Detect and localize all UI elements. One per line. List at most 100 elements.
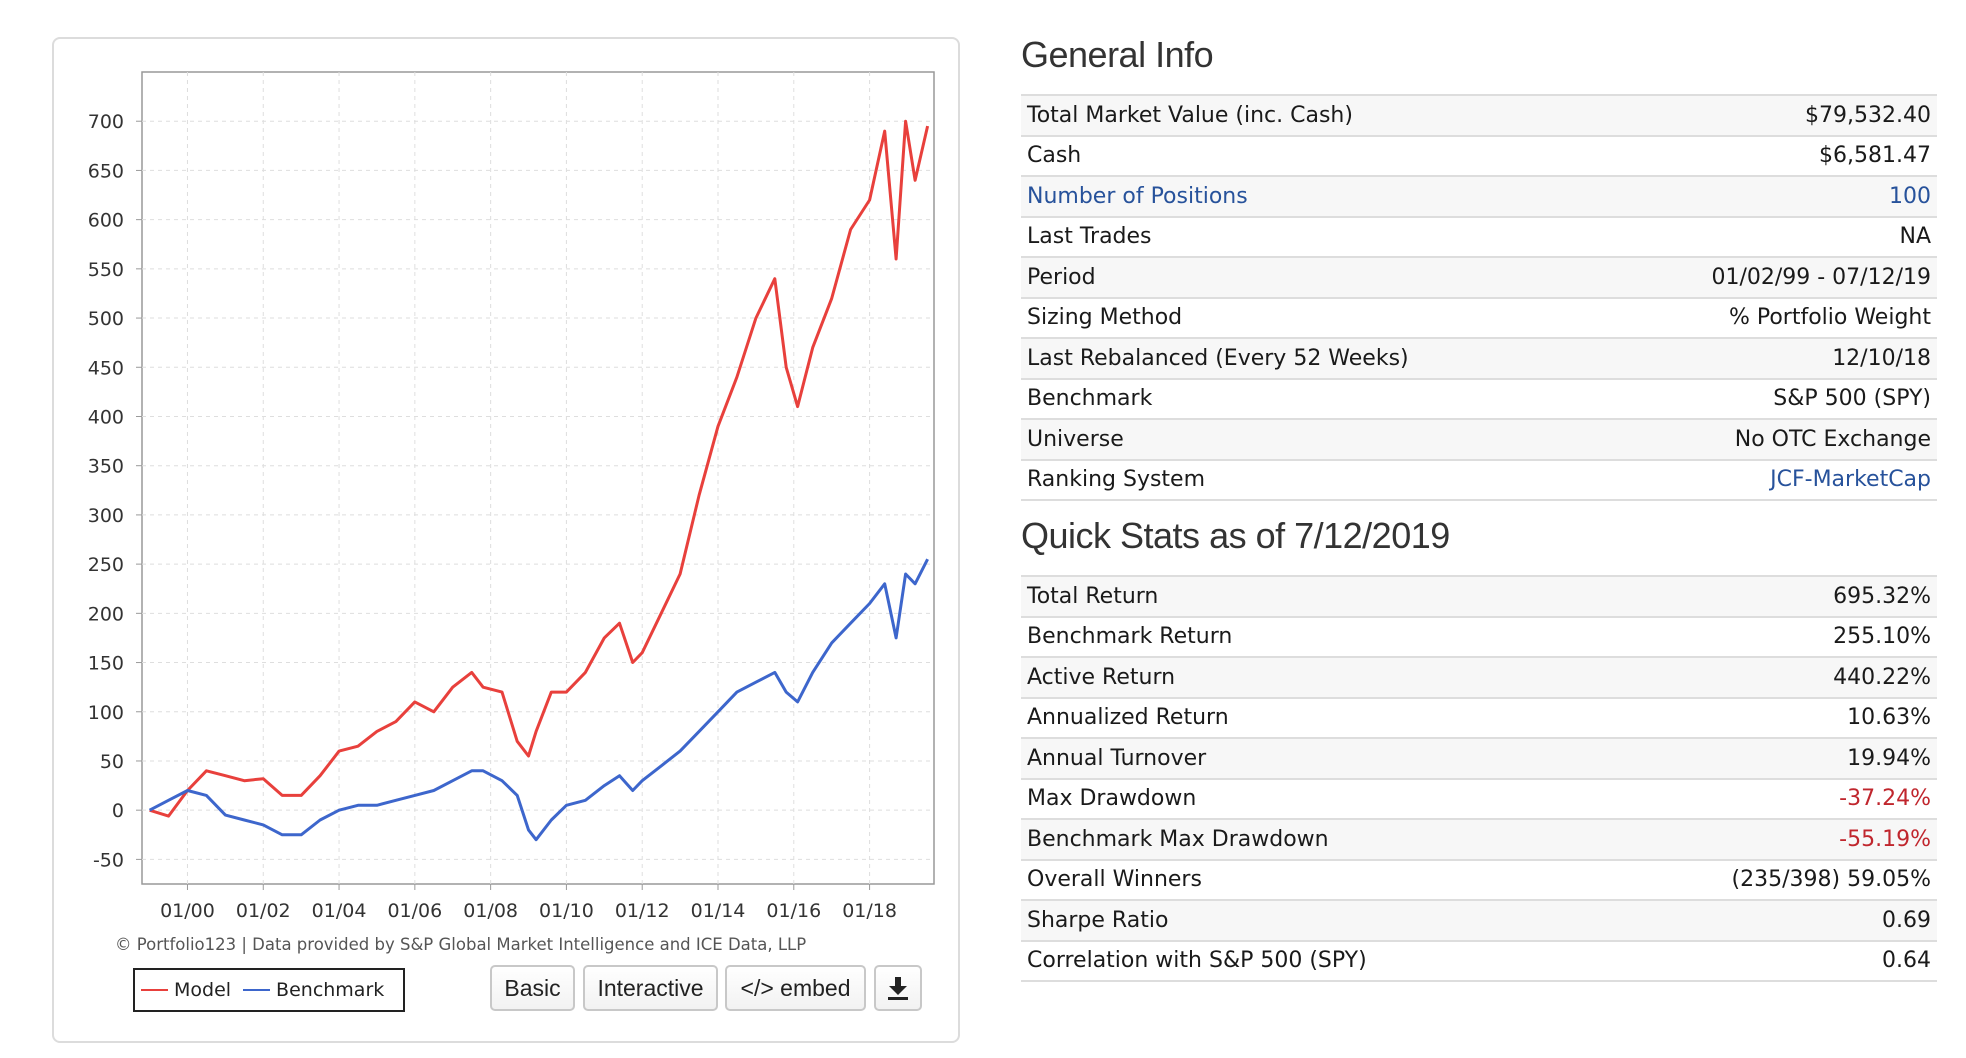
ranking-system-link[interactable]: JCF-MarketCap	[1770, 467, 1931, 493]
row-value: 440.22%	[1833, 664, 1931, 690]
legend-item-model[interactable]: Model	[141, 979, 231, 1001]
chart-legend: Model Benchmark	[133, 968, 405, 1012]
plot-area	[141, 71, 935, 885]
row-label: Total Return	[1027, 583, 1159, 609]
row-label: Universe	[1027, 426, 1124, 452]
x-tick-label: 01/10	[539, 900, 594, 922]
chart-credit: © Portfolio123 | Data provided by S&P Gl…	[115, 935, 806, 954]
info-row-total-market-value: Total Market Value (inc. Cash) $79,532.40	[1021, 96, 1937, 137]
legend-benchmark-label: Benchmark	[276, 979, 385, 1001]
row-value: NA	[1899, 224, 1931, 250]
row-value: No OTC Exchange	[1734, 426, 1931, 452]
stat-row-annual-turnover: Annual Turnover 19.94%	[1021, 739, 1937, 780]
row-value: $79,532.40	[1805, 102, 1931, 128]
row-value-negative: -37.24%	[1839, 786, 1931, 812]
row-value: 19.94%	[1847, 745, 1931, 771]
benchmark-line-swatch	[243, 989, 271, 991]
stat-row-benchmark-max-drawdown: Benchmark Max Drawdown -55.19%	[1021, 820, 1937, 861]
info-row-ranking-system: Ranking System JCF-MarketCap	[1021, 460, 1937, 501]
row-value-negative: -55.19%	[1839, 826, 1931, 852]
download-button[interactable]	[874, 965, 922, 1011]
interactive-button[interactable]: Interactive	[583, 965, 718, 1011]
info-row-number-of-positions: Number of Positions 100	[1021, 177, 1937, 218]
stat-row-benchmark-return: Benchmark Return 255.10%	[1021, 617, 1937, 658]
row-label: Last Trades	[1027, 224, 1152, 250]
row-label: Sizing Method	[1027, 305, 1183, 331]
info-row-universe: Universe No OTC Exchange	[1021, 420, 1937, 461]
y-tick-label: 300	[88, 505, 124, 527]
stat-row-correlation: Correlation with S&P 500 (SPY) 0.64	[1021, 941, 1937, 982]
info-row-benchmark: Benchmark S&P 500 (SPY)	[1021, 379, 1937, 420]
x-tick-label: 01/16	[766, 900, 821, 922]
y-tick-label: 450	[88, 357, 124, 379]
basic-button[interactable]: Basic	[490, 965, 575, 1011]
positions-count-link[interactable]: 100	[1889, 183, 1931, 209]
info-row-last-rebalanced: Last Rebalanced (Every 52 Weeks) 12/10/18	[1021, 339, 1937, 380]
y-axis-ticks: -50 0 50 100 150 200 250 300 350 400 450 500 550 600 6…	[88, 111, 142, 871]
y-tick-label: 500	[88, 308, 124, 330]
y-tick-label: 100	[88, 702, 124, 724]
model-line-swatch	[141, 989, 168, 991]
general-info-table: Total Market Value (inc. Cash) $79,532.40…	[1021, 94, 1937, 501]
info-row-cash: Cash $6,581.47	[1021, 136, 1937, 177]
stat-row-active-return: Active Return 440.22%	[1021, 658, 1937, 699]
x-tick-label: 01/08	[463, 900, 518, 922]
row-label: Annual Turnover	[1027, 745, 1207, 771]
y-tick-label: 550	[88, 259, 124, 281]
stat-row-annualized-return: Annualized Return 10.63%	[1021, 698, 1937, 739]
x-tick-label: 01/18	[842, 900, 897, 922]
y-tick-label: 200	[88, 603, 124, 625]
x-tick-label: 01/06	[387, 900, 442, 922]
number-of-positions-link[interactable]: Number of Positions	[1027, 183, 1248, 209]
row-label: Correlation with S&P 500 (SPY)	[1027, 948, 1367, 974]
stat-row-total-return: Total Return 695.32%	[1021, 577, 1937, 618]
row-value: 01/02/99 - 07/12/19	[1711, 264, 1931, 290]
row-label: Ranking System	[1027, 467, 1206, 493]
performance-chart[interactable]: -50 0 50 100 150 200 250 300 350 400 450 500 550 600 6…	[54, 39, 962, 1045]
y-tick-label: 0	[112, 800, 124, 822]
benchmark-series-line[interactable]	[148, 558, 929, 842]
row-value: $6,581.47	[1819, 143, 1931, 169]
row-value: 695.32%	[1833, 583, 1931, 609]
y-tick-label: 350	[88, 456, 124, 478]
embed-button[interactable]: </> embed	[725, 965, 866, 1011]
row-label: Cash	[1027, 143, 1082, 169]
row-value: 0.69	[1882, 907, 1931, 933]
info-row-last-trades: Last Trades NA	[1021, 217, 1937, 258]
row-value: 10.63%	[1847, 705, 1931, 731]
y-tick-label: 600	[88, 210, 124, 232]
y-tick-label: 250	[88, 554, 124, 576]
y-tick-label: 700	[88, 111, 124, 133]
row-label: Annualized Return	[1027, 705, 1229, 731]
x-tick-label: 01/02	[236, 900, 291, 922]
row-value: (235/398) 59.05%	[1731, 867, 1931, 893]
y-tick-label: -50	[93, 849, 124, 871]
legend-model-label: Model	[174, 979, 232, 1001]
x-tick-label: 01/00	[160, 900, 215, 922]
row-value: 12/10/18	[1832, 345, 1931, 371]
stat-row-max-drawdown: Max Drawdown -37.24%	[1021, 779, 1937, 820]
legend-item-benchmark[interactable]: Benchmark	[243, 979, 384, 1001]
x-tick-label: 01/12	[615, 900, 670, 922]
info-row-sizing-method: Sizing Method % Portfolio Weight	[1021, 298, 1937, 339]
row-label: Max Drawdown	[1027, 786, 1197, 812]
row-label: Benchmark Return	[1027, 624, 1233, 650]
y-tick-label: 400	[88, 406, 124, 428]
x-tick-label: 01/14	[691, 900, 746, 922]
general-info-title: General Info	[1021, 34, 1214, 75]
chart-card: -50 0 50 100 150 200 250 300 350 400 450 500 550 600 6…	[52, 37, 960, 1043]
x-axis-ticks: 01/00 01/02 01/04 01/06 01/08 01/10 01/12 01/14…	[160, 884, 897, 922]
stat-row-sharpe-ratio: Sharpe Ratio 0.69	[1021, 901, 1937, 942]
model-series-line[interactable]	[149, 119, 930, 818]
x-tick-label: 01/04	[312, 900, 367, 922]
quick-stats-title: Quick Stats as of 7/12/2019	[1021, 515, 1450, 556]
row-value: % Portfolio Weight	[1728, 305, 1931, 331]
quick-stats-table: Total Return 695.32% Benchmark Return 255.…	[1021, 575, 1937, 982]
row-label: Overall Winners	[1027, 867, 1202, 893]
row-label: Total Market Value (inc. Cash)	[1027, 102, 1353, 128]
row-label: Benchmark Max Drawdown	[1027, 826, 1329, 852]
row-label: Benchmark	[1027, 386, 1153, 412]
download-icon	[888, 977, 908, 1000]
grid-lines	[142, 72, 934, 884]
y-tick-label: 650	[88, 160, 124, 182]
